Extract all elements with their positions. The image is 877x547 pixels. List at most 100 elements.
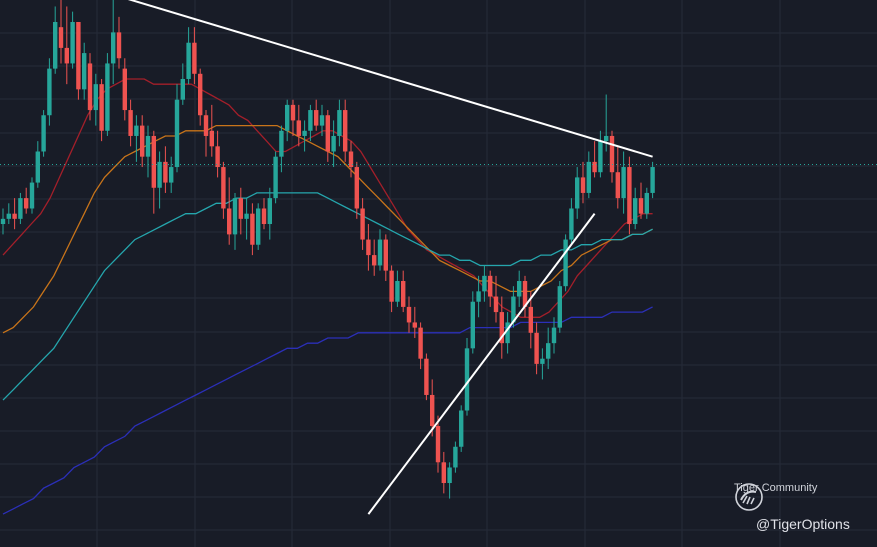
candle-up	[650, 161, 655, 199]
candle-down	[383, 234, 388, 281]
candle-body	[82, 53, 87, 90]
candle-up	[546, 327, 551, 370]
candle-up	[563, 234, 568, 292]
candle-down	[499, 296, 504, 359]
candle-down	[389, 265, 394, 313]
candle-body	[366, 239, 371, 256]
candle-up	[575, 167, 580, 219]
candle-body	[169, 167, 174, 183]
candle-up	[145, 125, 151, 178]
candle-body	[279, 130, 284, 157]
candle-body	[395, 281, 400, 302]
candle-body	[157, 161, 162, 188]
candle-body	[551, 327, 557, 344]
candle-body	[87, 63, 93, 111]
candle-down	[221, 161, 226, 219]
candle-body	[464, 348, 470, 411]
candle-up	[633, 187, 638, 230]
candle-body	[615, 172, 620, 199]
candle-body	[308, 110, 313, 131]
candle-body	[424, 358, 429, 395]
candle-body	[256, 208, 261, 245]
candle-up	[482, 265, 487, 302]
candle-body	[35, 151, 40, 183]
candle-body	[273, 156, 278, 199]
candle-up	[337, 99, 342, 147]
candle-down	[209, 104, 214, 157]
candle-body	[517, 281, 522, 297]
candle-down	[418, 322, 423, 370]
candle-down	[343, 99, 348, 162]
candle-body	[180, 78, 185, 100]
candle-body	[331, 135, 336, 152]
candle-body	[354, 167, 359, 209]
candle-down	[140, 115, 145, 168]
candle-up	[644, 187, 649, 219]
candle-up	[319, 104, 325, 136]
candle-up	[169, 156, 174, 193]
candle-down	[250, 203, 255, 256]
trendlines	[127, 0, 653, 515]
candle-body	[70, 22, 75, 64]
candle-body	[522, 281, 528, 307]
candle-body	[546, 343, 551, 359]
candle-down	[227, 177, 232, 245]
candle-body	[232, 198, 238, 235]
candle-body	[151, 135, 156, 188]
candle-up	[134, 115, 139, 162]
candle-body	[383, 239, 388, 271]
candle-up	[470, 291, 475, 354]
candle-up	[464, 337, 470, 416]
candle-body	[627, 167, 632, 225]
candle-body	[18, 198, 23, 219]
candle-down	[615, 146, 620, 209]
candle-body	[557, 286, 562, 328]
candle-body	[302, 130, 307, 136]
candle-down	[441, 451, 446, 494]
candle-body	[29, 182, 35, 209]
candle-body	[638, 198, 644, 214]
handle-label: @TigerOptions	[756, 516, 850, 532]
candle-body	[314, 110, 319, 126]
candle-up	[586, 151, 591, 199]
candle-down	[354, 161, 359, 219]
candle-down	[314, 99, 319, 131]
candle-up	[598, 130, 603, 178]
candle-body	[244, 213, 249, 219]
candle-body	[53, 22, 58, 69]
candle-up	[53, 6, 58, 74]
candle-body	[337, 110, 342, 136]
candle-body	[296, 120, 301, 136]
candle-body	[488, 275, 493, 297]
candle-up	[82, 42, 87, 100]
candle-body	[586, 161, 591, 193]
candle-body	[430, 394, 435, 427]
candle-body	[412, 322, 417, 328]
candle-body	[453, 446, 458, 468]
candle-body	[343, 110, 348, 152]
candle-body	[238, 198, 243, 219]
candle-up	[105, 53, 110, 136]
candle-down	[192, 27, 197, 85]
tiger-community-watermark: Tiger Community	[734, 482, 817, 511]
candle-body	[174, 99, 180, 168]
candle-body	[459, 410, 464, 447]
candle-body	[163, 161, 168, 183]
candle-body	[221, 167, 226, 209]
candle-up	[0, 208, 6, 235]
candle-up	[569, 198, 574, 245]
candle-up	[279, 125, 284, 173]
candle-body	[209, 130, 214, 147]
candle-up	[395, 270, 400, 307]
candle-down	[261, 198, 267, 230]
candle-down	[198, 68, 203, 126]
candle-up	[267, 187, 272, 240]
candle-body	[406, 306, 412, 323]
candle-body	[563, 239, 568, 287]
candle-up	[540, 348, 545, 380]
candle-up	[174, 84, 180, 173]
candle-down	[609, 130, 615, 183]
candle-body	[6, 213, 11, 219]
candle-down	[99, 78, 104, 142]
